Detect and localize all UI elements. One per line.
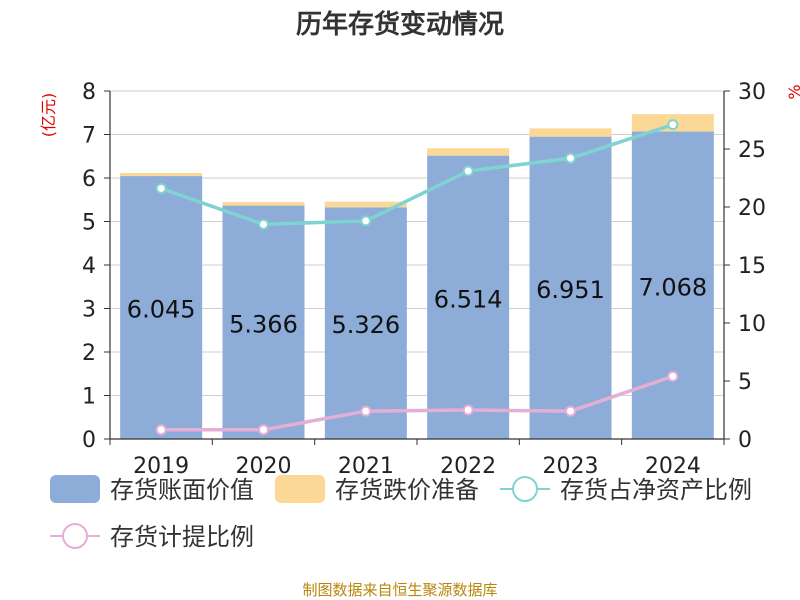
bar-book-value <box>631 131 714 440</box>
legend-label: 存货计提比例 <box>110 523 254 551</box>
bar-impairment-provision <box>529 128 612 137</box>
bar-impairment-provision <box>324 201 407 208</box>
series-point-2 <box>667 119 679 131</box>
bar-book-value <box>427 155 510 440</box>
series-point-3 <box>360 405 372 417</box>
axes: 0 1 2 3 4 5 6 7 8 0 5 10 15 20 25 30 2019 2020 2021 2022 202… <box>82 80 766 479</box>
legend-label: 存货账面价值 <box>110 476 254 504</box>
grid-lines <box>110 90 724 396</box>
x-tick-label: 2022 <box>440 454 496 479</box>
bar-impairment-provision <box>120 172 203 177</box>
legend-swatch-marker <box>512 476 538 502</box>
left-tick-label: 3 <box>82 298 96 323</box>
legend-swatch <box>50 475 100 503</box>
right-tick-label: 25 <box>738 138 766 163</box>
right-tick-label: 15 <box>738 254 766 279</box>
left-axis-unit: (亿元) <box>39 93 58 138</box>
series-point-2 <box>462 165 474 177</box>
series-point-3 <box>155 424 167 436</box>
left-tick-label: 1 <box>82 385 96 410</box>
source-note: 制图数据来自恒生聚源数据库 <box>302 581 497 599</box>
lines <box>155 119 679 436</box>
series-point-2 <box>565 152 576 164</box>
left-tick-label: 6 <box>82 167 96 192</box>
bar-value-label: 6.951 <box>536 276 605 304</box>
bar-book-value <box>529 136 612 439</box>
left-tick-label: 5 <box>82 211 96 236</box>
series-point-2 <box>155 182 167 194</box>
left-tick-label: 0 <box>82 428 96 453</box>
series-line-2 <box>160 122 674 227</box>
left-tick-label: 2 <box>82 341 96 366</box>
x-tick-label: 2019 <box>133 454 189 479</box>
chart-title: 历年存货变动情况 <box>296 9 504 40</box>
legend-label: 存货占净资产比例 <box>560 476 752 504</box>
bar-impairment-provision <box>222 202 305 206</box>
right-tick-label: 0 <box>738 428 752 453</box>
series-line-3 <box>161 374 674 432</box>
bars <box>120 114 714 440</box>
bar-impairment-provision <box>427 148 510 156</box>
bar-value-label: 7.068 <box>638 273 707 301</box>
series-point-3 <box>258 424 269 436</box>
series-point-3 <box>667 370 679 382</box>
left-tick-label: 4 <box>82 254 96 279</box>
right-tick-label: 10 <box>738 312 766 337</box>
legend-label: 存货跌价准备 <box>335 476 479 504</box>
bar-book-value <box>324 207 407 439</box>
bar-book-value <box>120 176 203 440</box>
x-tick-label: 2024 <box>645 454 701 479</box>
x-tick-label: 2020 <box>236 454 292 479</box>
bar-book-value <box>222 205 305 439</box>
bar-value-label: 5.366 <box>229 310 298 338</box>
x-tick-label: 2021 <box>338 454 394 479</box>
left-tick-label: 7 <box>82 124 96 149</box>
series-point-3 <box>565 405 576 417</box>
right-axis-unit: % <box>785 84 800 99</box>
series-point-2 <box>258 218 269 230</box>
right-tick-label: 30 <box>738 80 766 105</box>
series-point-3 <box>462 404 474 416</box>
bar-value-label: 5.326 <box>331 311 400 339</box>
bar-value-label: 6.514 <box>434 285 503 313</box>
series-point-2 <box>360 215 372 227</box>
legend-swatch-marker <box>62 523 88 549</box>
legend-swatch <box>275 475 325 503</box>
right-tick-label: 20 <box>738 196 766 221</box>
x-tick-label: 2023 <box>543 454 599 479</box>
left-tick-label: 8 <box>82 80 96 105</box>
bar-labels: 6.045 5.366 5.326 6.514 6.951 7.068 <box>127 273 707 339</box>
bar-value-label: 6.045 <box>127 296 196 324</box>
right-tick-label: 5 <box>738 370 752 395</box>
